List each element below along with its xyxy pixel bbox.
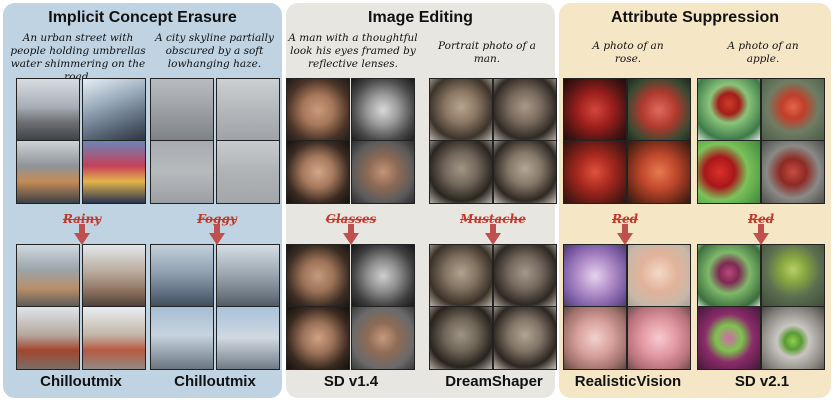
image-edited: [150, 306, 214, 370]
erased-concept-label: Glasses: [325, 212, 377, 226]
image-edited: [493, 306, 557, 370]
prompt-caption: Portrait photo of a man.: [438, 40, 536, 65]
model-label: Chilloutmix: [174, 373, 256, 390]
image-edited: [351, 306, 415, 370]
prompt-caption: A photo of an rose.: [592, 40, 664, 65]
image-edited: [82, 306, 146, 370]
prompt-caption: An urban street with people holding umbr…: [10, 32, 146, 83]
prompt-caption: A photo of an apple.: [727, 40, 799, 65]
image-edited: [286, 306, 350, 370]
image-edited: [563, 306, 627, 370]
image-original: [216, 140, 280, 204]
image-original: [697, 140, 761, 204]
down-arrow-icon: [617, 224, 633, 245]
model-label: SD v1.4: [323, 373, 379, 390]
image-original: [82, 140, 146, 204]
image-edited: [429, 306, 493, 370]
image-edited: [627, 306, 691, 370]
erased-concept-label: Rainy: [62, 212, 102, 226]
image-original: [286, 78, 350, 142]
image-original: [16, 78, 80, 142]
image-edited: [351, 244, 415, 308]
image-original: [493, 78, 557, 142]
image-edited: [82, 244, 146, 308]
model-label: DreamShaper: [445, 373, 543, 390]
image-edited: [429, 244, 493, 308]
image-edited: [761, 306, 825, 370]
image-edited: [16, 306, 80, 370]
prompt-caption: A man with a thoughtful look his eyes fr…: [288, 32, 418, 70]
image-edited: [563, 244, 627, 308]
image-edited: [16, 244, 80, 308]
down-arrow-icon: [343, 224, 359, 245]
image-edited: [150, 244, 214, 308]
image-original: [627, 78, 691, 142]
image-original: [493, 140, 557, 204]
image-original: [697, 78, 761, 142]
image-original: [351, 140, 415, 204]
image-original: [82, 78, 146, 142]
image-original: [150, 140, 214, 204]
image-edited: [216, 244, 280, 308]
panel-title: Attribute Suppression: [610, 9, 779, 26]
panel-title: Image Editing: [368, 9, 473, 26]
image-original: [429, 140, 493, 204]
image-edited: [627, 244, 691, 308]
image-edited: [697, 306, 761, 370]
image-original: [563, 78, 627, 142]
model-label: Chilloutmix: [40, 373, 122, 390]
erased-concept-label: Red: [748, 212, 774, 226]
down-arrow-icon: [209, 224, 225, 245]
image-original: [429, 78, 493, 142]
image-edited: [493, 244, 557, 308]
image-original: [627, 140, 691, 204]
image-original: [761, 140, 825, 204]
model-label: RealisticVision: [574, 373, 682, 390]
model-label: SD v2.1: [734, 373, 790, 390]
image-original: [563, 140, 627, 204]
image-edited: [216, 306, 280, 370]
image-original: [351, 78, 415, 142]
image-edited: [286, 244, 350, 308]
image-original: [150, 78, 214, 142]
erased-concept-label: Foggy: [197, 212, 237, 226]
image-original: [216, 78, 280, 142]
image-original: [761, 78, 825, 142]
image-original: [286, 140, 350, 204]
down-arrow-icon: [485, 224, 501, 245]
prompt-caption: A city skyline partially obscured by a s…: [155, 32, 274, 70]
image-edited: [697, 244, 761, 308]
erased-concept-label: Mustache: [460, 212, 526, 226]
down-arrow-icon: [74, 224, 90, 245]
image-edited: [761, 244, 825, 308]
erased-concept-label: Red: [612, 212, 638, 226]
image-original: [16, 140, 80, 204]
panel-title: Implicit Concept Erasure: [48, 9, 237, 26]
down-arrow-icon: [753, 224, 769, 245]
